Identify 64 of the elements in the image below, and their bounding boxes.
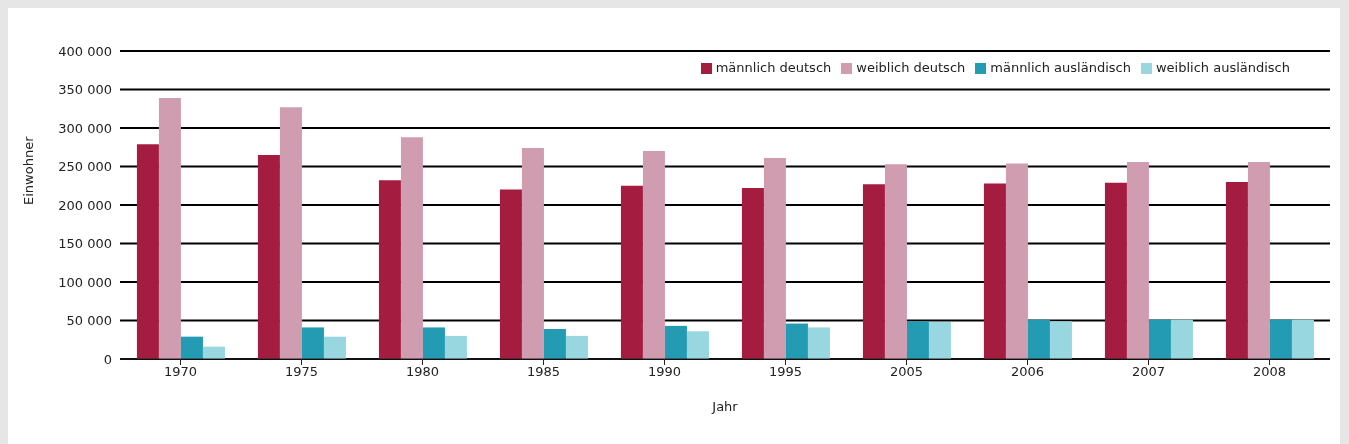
bar	[1291, 319, 1314, 359]
bar	[1005, 163, 1028, 359]
bar	[323, 336, 346, 359]
bar	[928, 322, 951, 359]
x-tick-label: 1985	[526, 364, 561, 380]
bar	[378, 180, 401, 359]
legend-label: weiblich deutsch	[856, 60, 966, 75]
y-tick-label: 300 000	[58, 120, 112, 136]
x-tick-label: 2006	[1010, 364, 1045, 380]
bar	[686, 331, 709, 359]
bar	[664, 325, 687, 359]
bar	[565, 335, 588, 359]
bar	[279, 107, 302, 359]
bar	[1126, 161, 1149, 359]
y-axis-title: Einwohner	[20, 135, 36, 205]
x-tick-label: 2007	[1131, 364, 1166, 380]
bar	[807, 327, 830, 359]
x-tick-label: 1990	[647, 364, 682, 380]
x-tick-label: 1980	[405, 364, 440, 380]
bar	[1247, 161, 1270, 359]
bar	[257, 154, 280, 359]
bar	[1170, 319, 1193, 359]
bar	[543, 328, 566, 359]
y-tick-label: 350 000	[58, 82, 112, 98]
y-tick-label: 100 000	[58, 274, 112, 290]
bar	[521, 148, 544, 359]
x-tick-label: 2005	[889, 364, 924, 380]
bar	[763, 158, 786, 359]
bar	[785, 323, 808, 359]
bar	[422, 327, 445, 359]
x-tick-label: 1975	[284, 364, 319, 380]
x-tick-label: 1995	[768, 364, 803, 380]
bar	[862, 184, 885, 359]
legend-label: männlich deutsch	[715, 60, 832, 75]
bar	[499, 189, 522, 359]
y-tick-label: 400 000	[58, 43, 112, 59]
y-tick-label: 50 000	[66, 313, 112, 329]
bar	[1027, 319, 1050, 359]
y-tick-label: 150 000	[58, 236, 112, 252]
bar	[158, 97, 181, 359]
bar	[444, 335, 467, 359]
y-tick-label: 0	[103, 351, 112, 367]
bar	[1269, 319, 1292, 359]
bar	[642, 151, 665, 359]
y-tick-label: 250 000	[58, 159, 112, 175]
bar	[983, 183, 1006, 359]
bar	[1104, 182, 1127, 359]
bar	[180, 336, 203, 359]
legend-label: männlich ausländisch	[990, 60, 1131, 75]
legend-label: weiblich ausländisch	[1155, 60, 1290, 75]
y-tick-label: 200 000	[58, 197, 112, 213]
bar	[620, 185, 643, 359]
bar	[884, 164, 907, 359]
bar	[136, 144, 159, 359]
bar	[1225, 181, 1248, 359]
x-tick-label: 2008	[1252, 364, 1287, 380]
bar	[741, 188, 764, 359]
bar	[1148, 319, 1171, 359]
x-axis-title: Jahr	[711, 399, 739, 414]
bar	[400, 137, 423, 359]
bar	[1049, 321, 1072, 359]
bar	[301, 327, 324, 359]
x-tick-label: 1970	[163, 364, 198, 380]
bar	[906, 321, 929, 359]
